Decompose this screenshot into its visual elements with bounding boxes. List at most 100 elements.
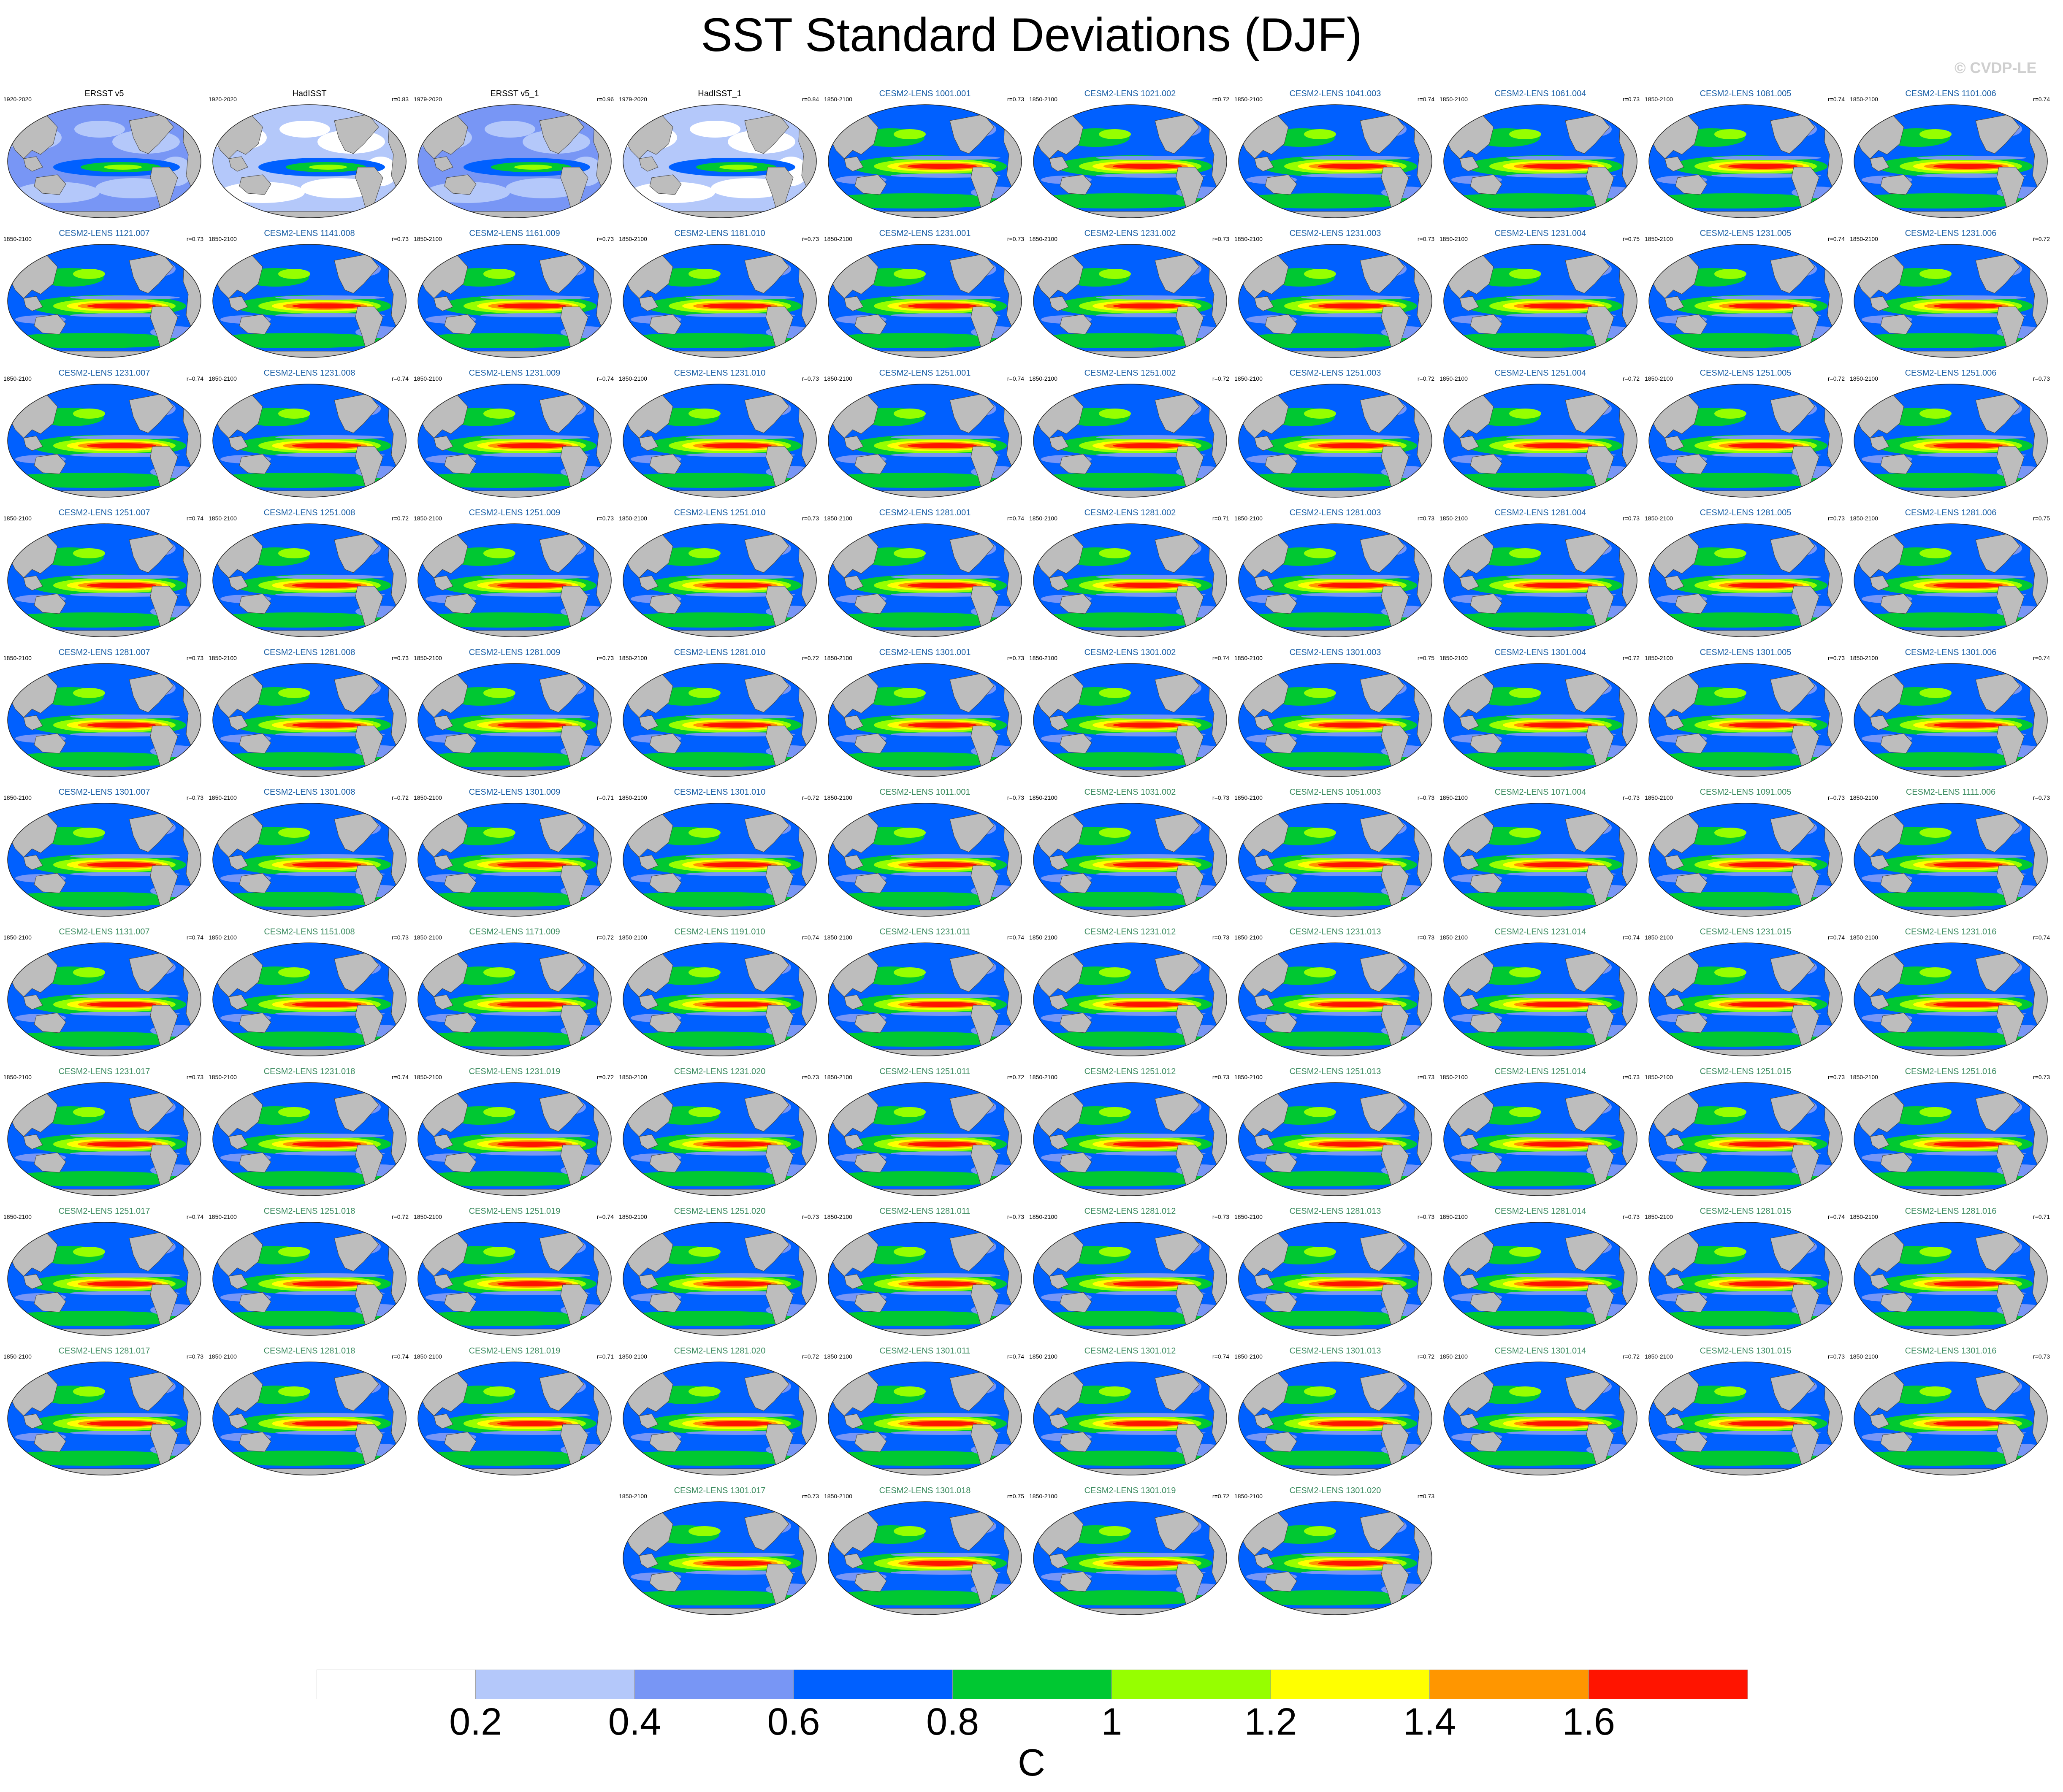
map-panel: CESM2-LENS 1231.002 1850-2100 r=0.73 bbox=[1027, 228, 1233, 368]
panel-years: 1850-2100 bbox=[1645, 655, 1673, 661]
sst-map bbox=[1033, 244, 1227, 358]
map-panel: CESM2-LENS 1281.003 1850-2100 r=0.73 bbox=[1233, 508, 1438, 647]
panel-correlation: r=0.73 bbox=[1212, 1213, 1229, 1220]
sst-map bbox=[1648, 523, 1843, 637]
panel-title: CESM2-LENS 1281.008 bbox=[263, 648, 355, 657]
sst-field bbox=[213, 943, 406, 1056]
panel-correlation: r=0.73 bbox=[186, 236, 203, 242]
panel-years: 1850-2100 bbox=[1850, 96, 1878, 103]
sst-map bbox=[623, 523, 817, 637]
panel-correlation: r=0.74 bbox=[1417, 96, 1434, 103]
sst-field bbox=[8, 663, 201, 777]
panel-correlation: r=0.73 bbox=[2033, 375, 2050, 382]
panel-years: 1850-2100 bbox=[619, 1493, 647, 1500]
map-panel: CESM2-LENS 1231.014 1850-2100 r=0.74 bbox=[1438, 927, 1643, 1066]
panel-correlation: r=0.71 bbox=[596, 794, 614, 801]
panel-title: CESM2-LENS 1181.010 bbox=[674, 229, 765, 238]
panel-years: 1850-2100 bbox=[414, 375, 442, 382]
map-panel: CESM2-LENS 1301.011 1850-2100 r=0.74 bbox=[822, 1346, 1027, 1485]
map-panel: CESM2-LENS 1281.020 1850-2100 r=0.72 bbox=[617, 1346, 822, 1485]
map-panel: CESM2-LENS 1301.019 1850-2100 r=0.72 bbox=[1027, 1486, 1233, 1625]
colorbar-tick-label: 0.8 bbox=[926, 1701, 979, 1743]
panel-correlation: r=0.74 bbox=[1827, 96, 1845, 103]
sst-map bbox=[212, 104, 407, 218]
sst-field bbox=[418, 803, 611, 916]
sst-map bbox=[1854, 1082, 2048, 1196]
panel-title: CESM2-LENS 1231.011 bbox=[879, 927, 971, 937]
sst-map bbox=[623, 663, 817, 777]
panel-years: 1850-2100 bbox=[619, 1353, 647, 1360]
map-panel: CESM2-LENS 1251.016 1850-2100 r=0.73 bbox=[1848, 1067, 2053, 1206]
panel-correlation: r=0.72 bbox=[2033, 236, 2050, 242]
sst-map bbox=[828, 104, 1022, 218]
panel-correlation: r=0.73 bbox=[1417, 1493, 1434, 1500]
panel-title: ERSST v5_1 bbox=[490, 89, 539, 98]
map-panel: CESM2-LENS 1231.003 1850-2100 r=0.73 bbox=[1233, 228, 1438, 368]
sst-map bbox=[417, 942, 612, 1056]
panel-years: 1850-2100 bbox=[414, 1074, 442, 1080]
map-panel: CESM2-LENS 1301.014 1850-2100 r=0.72 bbox=[1438, 1346, 1643, 1485]
map-panel: CESM2-LENS 1301.007 1850-2100 r=0.73 bbox=[2, 787, 207, 926]
map-panel: ERSST v5 1920-2020 bbox=[2, 89, 207, 228]
sst-map bbox=[623, 1222, 817, 1336]
sst-map bbox=[212, 663, 407, 777]
panel-title: CESM2-LENS 1031.002 bbox=[1084, 788, 1176, 797]
colorbar-box bbox=[952, 1670, 1112, 1699]
panel-years: 1850-2100 bbox=[3, 655, 32, 661]
panel-years: 1850-2100 bbox=[1850, 1353, 1878, 1360]
map-panel: CESM2-LENS 1301.005 1850-2100 r=0.73 bbox=[1643, 647, 1848, 787]
panel-years: 1850-2100 bbox=[1234, 655, 1263, 661]
map-panel: CESM2-LENS 1301.020 1850-2100 r=0.73 bbox=[1233, 1486, 1438, 1625]
map-panel: CESM2-LENS 1251.001 1850-2100 r=0.74 bbox=[822, 368, 1027, 507]
panel-years: 1850-2100 bbox=[209, 655, 237, 661]
panel-title: CESM2-LENS 1151.008 bbox=[264, 927, 355, 937]
map-panel: CESM2-LENS 1131.007 1850-2100 r=0.74 bbox=[2, 927, 207, 1066]
panel-correlation: r=0.75 bbox=[1007, 1493, 1024, 1500]
map-panel: CESM2-LENS 1251.015 1850-2100 r=0.73 bbox=[1643, 1067, 1848, 1206]
sst-map bbox=[1854, 104, 2048, 218]
map-panel: CESM2-LENS 1251.010 1850-2100 r=0.73 bbox=[617, 508, 822, 647]
panel-years: 1850-2100 bbox=[1439, 794, 1468, 801]
panel-title: CESM2-LENS 1121.007 bbox=[59, 229, 150, 238]
panel-correlation: r=0.73 bbox=[1417, 934, 1434, 941]
sst-map bbox=[1854, 244, 2048, 358]
panel-title: CESM2-LENS 1251.015 bbox=[1700, 1067, 1792, 1076]
panel-years: 1850-2100 bbox=[209, 1353, 237, 1360]
panel-correlation: r=0.74 bbox=[391, 1353, 409, 1360]
map-panel: CESM2-LENS 1251.007 1850-2100 r=0.74 bbox=[2, 508, 207, 647]
sst-field bbox=[213, 384, 406, 497]
panel-years: 1850-2100 bbox=[1645, 1074, 1673, 1080]
panel-years: 1850-2100 bbox=[1234, 1074, 1263, 1080]
panel-title: CESM2-LENS 1231.012 bbox=[1084, 927, 1176, 937]
panel-correlation: r=0.96 bbox=[596, 96, 614, 103]
panel-correlation: r=0.73 bbox=[1212, 1074, 1229, 1080]
panel-title: CESM2-LENS 1231.019 bbox=[469, 1067, 561, 1076]
map-panel: CESM2-LENS 1281.001 1850-2100 r=0.74 bbox=[822, 508, 1027, 647]
panel-correlation: r=0.73 bbox=[1417, 794, 1434, 801]
sst-field bbox=[1033, 384, 1227, 497]
sst-map bbox=[417, 384, 612, 498]
panel-correlation: r=0.71 bbox=[596, 1353, 614, 1360]
panel-years: 1850-2100 bbox=[1029, 236, 1057, 242]
panel-years: 1850-2100 bbox=[1439, 1213, 1468, 1220]
sst-field bbox=[418, 244, 611, 357]
sst-map bbox=[1238, 384, 1432, 498]
sst-field bbox=[828, 524, 1022, 637]
panel-years: 1850-2100 bbox=[1234, 96, 1263, 103]
panel-years: 1850-2100 bbox=[619, 515, 647, 522]
sst-field bbox=[1854, 803, 2047, 916]
panel-title: CESM2-LENS 1281.017 bbox=[58, 1346, 150, 1356]
panel-years: 1979-2020 bbox=[414, 96, 442, 103]
panel-years: 1850-2100 bbox=[1439, 1074, 1468, 1080]
panel-years: 1850-2100 bbox=[209, 375, 237, 382]
map-panel: CESM2-LENS 1231.011 1850-2100 r=0.74 bbox=[822, 927, 1027, 1066]
panel-title: CESM2-LENS 1251.020 bbox=[674, 1207, 766, 1216]
sst-map bbox=[1648, 1222, 1843, 1336]
panel-title: CESM2-LENS 1281.015 bbox=[1700, 1207, 1792, 1216]
sst-map bbox=[1648, 663, 1843, 777]
panel-years: 1850-2100 bbox=[1850, 1074, 1878, 1080]
panel-title: CESM2-LENS 1251.013 bbox=[1289, 1067, 1381, 1076]
colorbar-box bbox=[1429, 1670, 1589, 1699]
panel-years: 1850-2100 bbox=[1645, 1213, 1673, 1220]
sst-map bbox=[212, 523, 407, 637]
